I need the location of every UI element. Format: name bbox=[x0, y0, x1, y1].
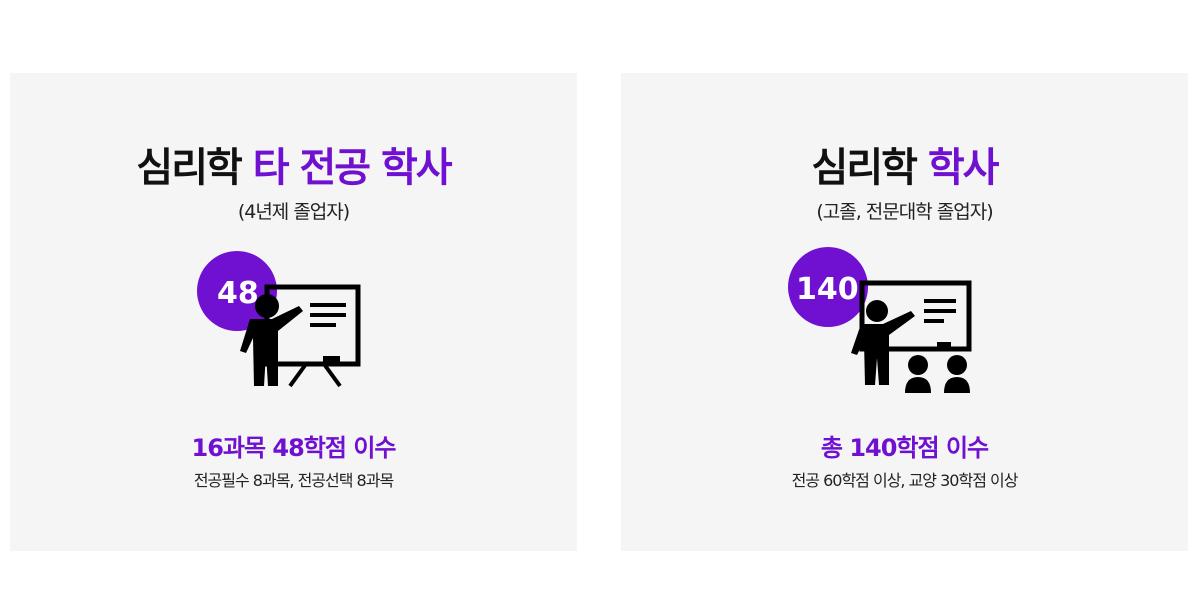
card-subtitle: (4년제 졸업자) bbox=[237, 201, 350, 223]
card-bachelor: 심리학 학사 (고졸, 전문대학 졸업자) 140 총 140학점 이수 전공 … bbox=[621, 73, 1188, 551]
credits-description: 전공필수 8과목, 전공선택 8과목 bbox=[193, 471, 394, 490]
credits-highlight: 총 140학점 이수 bbox=[820, 434, 989, 462]
card-title: 심리학 학사 bbox=[621, 135, 1188, 193]
badge-circle bbox=[788, 247, 868, 327]
teacher-board-icon: 48 bbox=[197, 251, 361, 388]
title-highlight: 학사 bbox=[927, 145, 1000, 191]
card-title: 심리학 타 전공 학사 bbox=[10, 135, 577, 193]
title-main: 심리학 bbox=[136, 145, 242, 191]
card-other-major-bachelor: 심리학 타 전공 학사 (4년제 졸업자) 48 16과목 48학점 이수 전공… bbox=[10, 73, 577, 551]
card-subtitle: (고졸, 전문대학 졸업자) bbox=[816, 201, 993, 223]
teacher-class-icon: 140 bbox=[788, 247, 972, 393]
credits-description: 전공 60학점 이상, 교양 30학점 이상 bbox=[791, 471, 1019, 490]
title-highlight: 타 전공 학사 bbox=[252, 145, 453, 191]
credits-highlight: 16과목 48학점 이수 bbox=[191, 434, 397, 462]
badge-number: 140 bbox=[796, 272, 859, 307]
title-main: 심리학 bbox=[811, 145, 918, 191]
badge-number: 48 bbox=[217, 276, 259, 311]
